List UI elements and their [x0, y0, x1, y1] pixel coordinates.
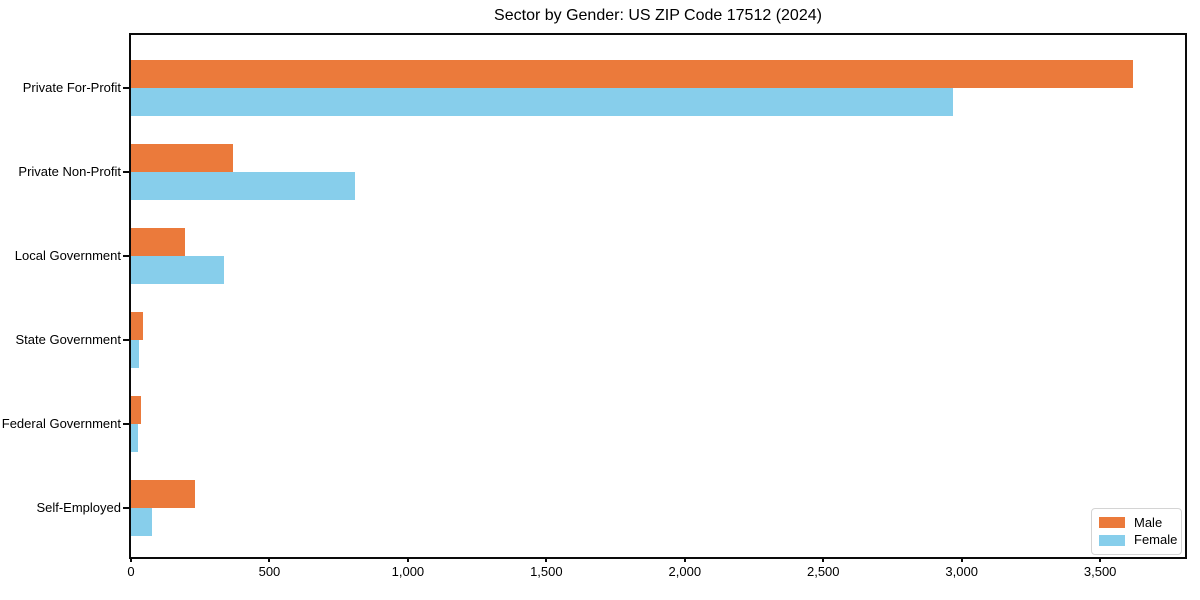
legend-swatch-male [1099, 517, 1125, 529]
x-axis-tick-label: 0 [127, 564, 135, 579]
x-axis-tick-label: 500 [258, 564, 281, 579]
y-axis-label-private-non-profit: Private Non-Profit [18, 164, 121, 179]
bar-male-state-government [131, 312, 143, 340]
x-axis-tick [268, 557, 271, 562]
y-axis-tick [123, 423, 129, 425]
y-axis-tick [123, 171, 129, 173]
y-axis-label-federal-government: Federal Government [1, 416, 121, 431]
x-axis-tick-label: 2,000 [668, 564, 702, 579]
y-axis-label-local-government: Local Government [14, 248, 121, 263]
legend-swatch-female [1099, 534, 1125, 546]
y-axis-tick [123, 507, 129, 509]
bar-male-private-non-profit [131, 144, 233, 172]
legend-item-female: Female [1099, 532, 1178, 548]
bar-male-federal-government [131, 396, 141, 424]
y-axis-tick [123, 339, 129, 341]
legend-label-male: Male [1134, 514, 1163, 530]
x-axis-tick-label: 3,000 [945, 564, 978, 579]
chart-title: Sector by Gender: US ZIP Code 17512 (202… [494, 7, 822, 24]
bar-male-private-for-profit [131, 60, 1133, 88]
x-axis-tick [822, 557, 825, 562]
bar-female-federal-government [131, 424, 138, 452]
legend-item-male: Male [1099, 515, 1174, 531]
y-axis-label-self-employed: Self-Employed [36, 500, 121, 515]
plot-area [129, 33, 1187, 559]
x-axis-tick-label: 1,000 [391, 564, 425, 579]
bar-female-private-non-profit [131, 172, 355, 200]
x-axis-tick-label: 2,500 [806, 564, 840, 579]
legend-label-female: Female [1134, 532, 1178, 548]
bar-male-local-government [131, 228, 185, 256]
bar-female-local-government [131, 256, 224, 284]
y-axis-tick [123, 255, 129, 257]
x-axis-tick [130, 557, 132, 562]
y-axis-tick [123, 87, 129, 89]
x-axis-tick [960, 557, 963, 562]
bar-female-private-for-profit [131, 88, 953, 116]
x-axis-tick [545, 557, 548, 562]
y-axis-label-state-government: State Government [15, 332, 122, 347]
bar-female-self-employed [131, 508, 152, 536]
x-axis-tick [1099, 557, 1102, 562]
legend: Male Female [1091, 508, 1182, 555]
x-axis-tick [406, 557, 409, 562]
bar-male-self-employed [131, 480, 195, 508]
x-axis-tick-label: 1,500 [530, 564, 563, 579]
x-axis-tick [683, 557, 686, 562]
x-axis-tick-label: 3,500 [1083, 564, 1117, 579]
y-axis-label-private-for-profit: Private For-Profit [22, 80, 121, 95]
bar-female-state-government [131, 340, 139, 368]
